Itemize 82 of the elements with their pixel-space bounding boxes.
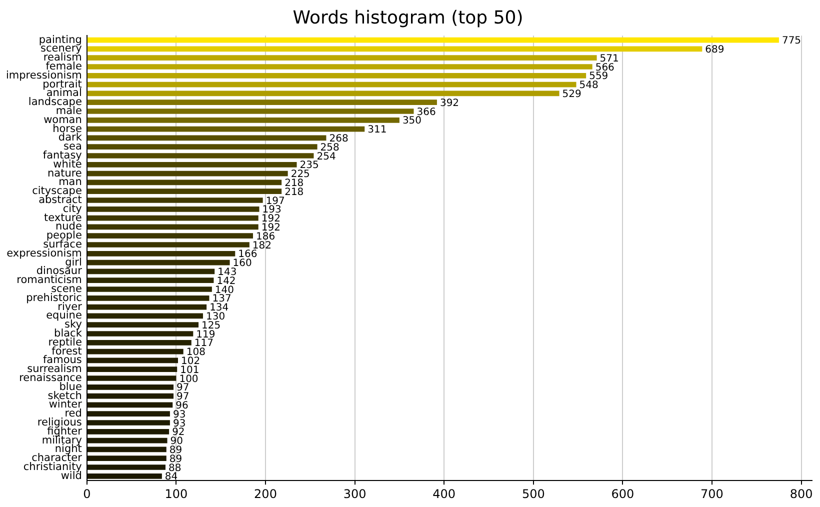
bar bbox=[87, 473, 162, 479]
bar bbox=[87, 464, 166, 470]
data-label: 93 bbox=[172, 409, 186, 420]
bar bbox=[87, 180, 282, 186]
data-label: 186 bbox=[256, 231, 276, 242]
bar bbox=[87, 286, 212, 292]
x-tick-label: 200 bbox=[254, 486, 277, 501]
x-tick-label: 700 bbox=[700, 486, 724, 501]
data-label: 775 bbox=[782, 36, 802, 47]
bar bbox=[87, 126, 365, 132]
bar bbox=[87, 322, 199, 328]
bar bbox=[87, 268, 215, 274]
bar bbox=[87, 393, 174, 399]
bar bbox=[87, 82, 576, 88]
bar bbox=[87, 188, 282, 194]
data-label: 89 bbox=[169, 454, 182, 465]
bar bbox=[87, 411, 170, 417]
bar bbox=[87, 358, 178, 364]
bar bbox=[87, 260, 230, 266]
data-label: 254 bbox=[316, 151, 336, 162]
data-label: 571 bbox=[600, 53, 619, 64]
bar bbox=[87, 384, 174, 390]
data-label: 142 bbox=[216, 276, 236, 287]
data-label: 350 bbox=[402, 116, 422, 127]
chart-title: Words histogram (top 50) bbox=[292, 7, 524, 28]
bar bbox=[87, 144, 318, 150]
bar bbox=[87, 46, 702, 52]
bar bbox=[87, 233, 253, 239]
data-label: 258 bbox=[320, 142, 340, 154]
bar bbox=[87, 64, 592, 70]
x-tick-label: 0 bbox=[83, 486, 91, 501]
bar bbox=[87, 340, 192, 346]
bar bbox=[87, 438, 168, 444]
data-label: 125 bbox=[202, 320, 221, 332]
bar bbox=[87, 215, 258, 221]
x-tick-label: 400 bbox=[432, 486, 456, 501]
data-label: 311 bbox=[368, 124, 387, 136]
data-label: 218 bbox=[284, 186, 304, 198]
y-tick-label: painting bbox=[38, 34, 82, 46]
bar bbox=[87, 224, 258, 230]
y-tick-label: prehistoric bbox=[26, 292, 82, 304]
data-label: 548 bbox=[579, 80, 598, 92]
bar bbox=[87, 108, 414, 114]
bar bbox=[87, 162, 297, 168]
x-tick-label: 100 bbox=[164, 486, 188, 501]
bar bbox=[87, 331, 194, 336]
bar bbox=[87, 402, 173, 408]
y-tick-label: romanticism bbox=[16, 274, 82, 286]
bar bbox=[87, 366, 178, 372]
bar bbox=[87, 250, 236, 256]
bar bbox=[87, 304, 207, 310]
data-label: 392 bbox=[440, 98, 460, 109]
bar bbox=[87, 376, 176, 381]
bar bbox=[87, 206, 260, 212]
bar bbox=[87, 242, 250, 248]
x-tick-label: 600 bbox=[611, 486, 634, 501]
bar bbox=[87, 90, 560, 96]
data-label: 84 bbox=[164, 472, 178, 483]
data-label: 101 bbox=[180, 364, 200, 376]
x-tick-label: 300 bbox=[343, 486, 366, 501]
bar bbox=[87, 428, 170, 434]
bar bbox=[87, 37, 779, 43]
bar bbox=[87, 198, 263, 203]
y-tick-label: city bbox=[62, 202, 82, 215]
bar bbox=[87, 456, 166, 462]
data-label: 529 bbox=[562, 89, 582, 100]
bar bbox=[87, 153, 314, 158]
bar bbox=[87, 135, 326, 141]
bar bbox=[87, 313, 203, 319]
data-label: 689 bbox=[705, 44, 724, 56]
bar bbox=[87, 295, 210, 301]
bar bbox=[87, 348, 184, 354]
x-tick-label: 800 bbox=[790, 486, 813, 501]
bar bbox=[87, 420, 170, 426]
bar bbox=[87, 170, 288, 176]
bar bbox=[87, 446, 166, 452]
bar bbox=[87, 278, 214, 284]
x-tick-label: 500 bbox=[522, 486, 545, 501]
bar bbox=[87, 117, 400, 123]
bar bbox=[87, 100, 437, 106]
bar bbox=[87, 55, 597, 61]
bar bbox=[87, 72, 586, 78]
